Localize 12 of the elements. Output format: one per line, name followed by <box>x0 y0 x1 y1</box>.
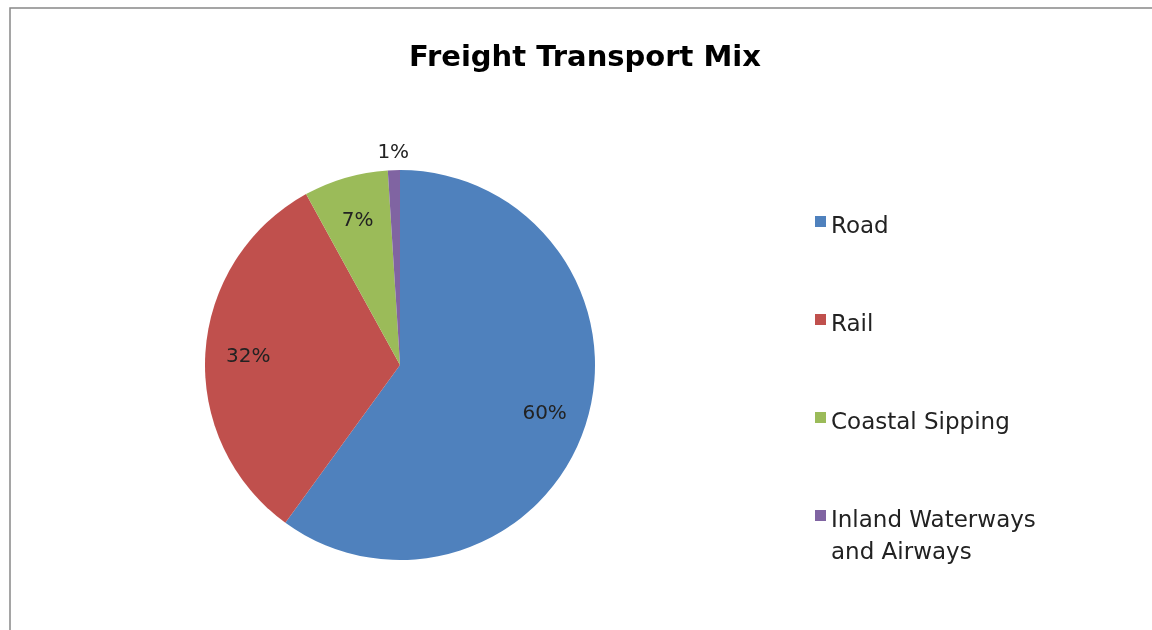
data-label: 32% <box>225 343 271 368</box>
legend-label: Inland Waterways and Airways <box>831 505 1036 564</box>
pie-slice <box>285 170 595 560</box>
legend-label: Coastal Sipping <box>831 407 1010 434</box>
legend-label: Rail <box>831 309 874 336</box>
data-label: 1% <box>377 138 410 163</box>
chart-title: Freight Transport Mix <box>408 39 762 73</box>
pie-slice <box>205 194 400 523</box>
data-label: 60% <box>522 400 567 424</box>
legend-label: Road <box>831 211 889 238</box>
pie-slice <box>306 170 400 365</box>
data-label: 7% <box>341 206 374 231</box>
